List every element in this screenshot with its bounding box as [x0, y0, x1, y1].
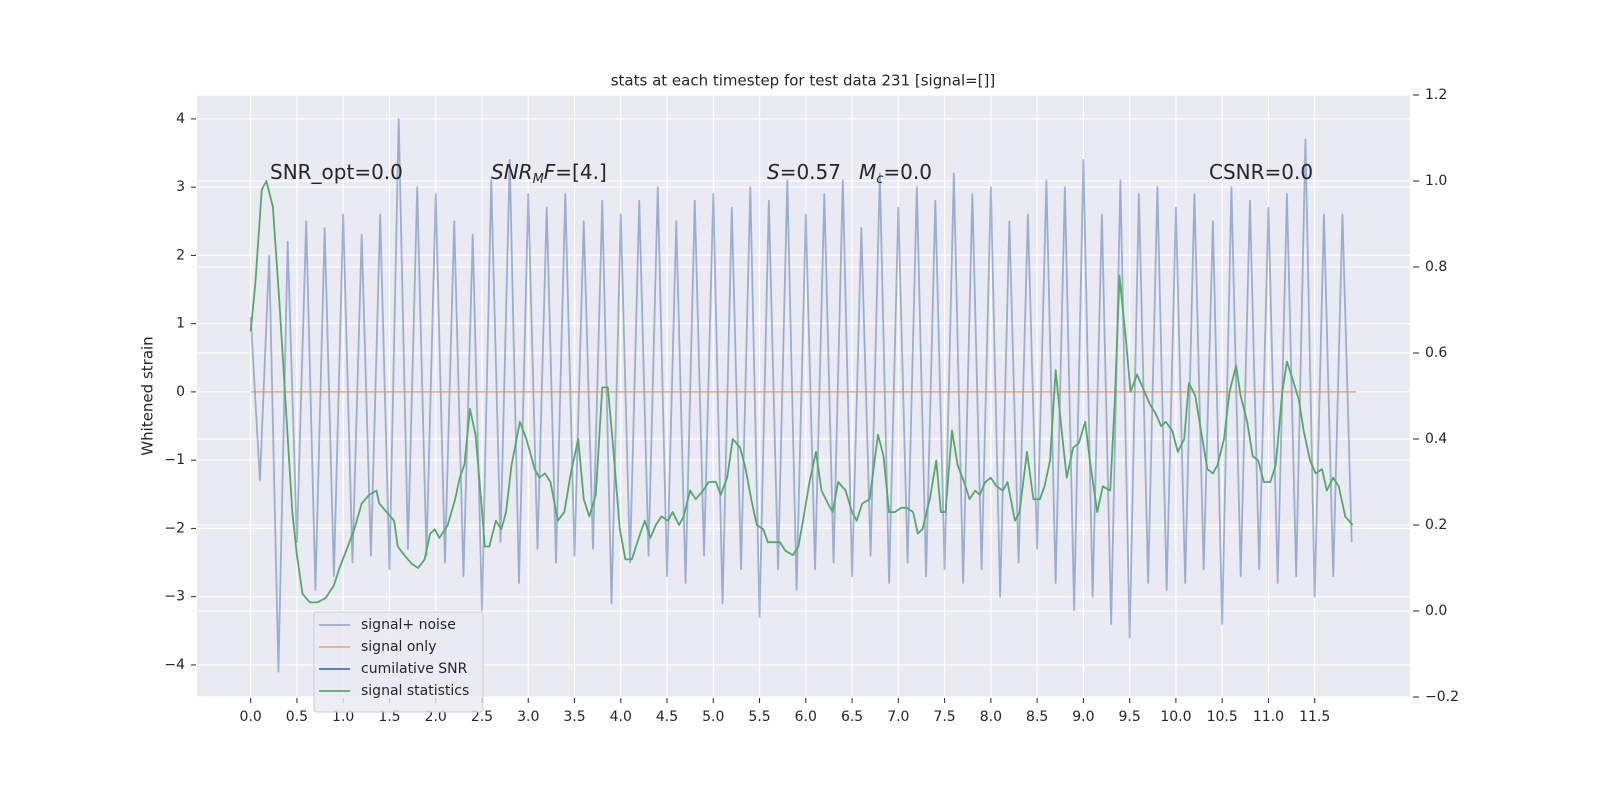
x-tick-label: 1.0 [332, 709, 354, 725]
x-tick-label: 1.5 [378, 709, 400, 725]
x-tick-label: 3.5 [563, 709, 585, 725]
annotation-part: F [544, 160, 556, 184]
annotation-part: SNR [491, 160, 533, 184]
y-tick-label: −2 [164, 520, 185, 536]
y2-tick-label: 1.0 [1425, 173, 1447, 189]
x-tick-label: 2.5 [471, 709, 493, 725]
annotation-part: M [533, 172, 544, 187]
x-tick-label: 3.0 [517, 709, 539, 725]
y2-tick-label: 0.4 [1425, 431, 1447, 447]
annotation-part: =0.57 [780, 160, 841, 184]
annotation: S=0.57 [767, 160, 841, 184]
annotation: Mc=0.0 [859, 160, 932, 187]
annotation: SNR_opt=0.0 [270, 160, 403, 184]
y-tick-label: 0 [176, 384, 185, 400]
annotation-part: c [876, 172, 883, 187]
x-tick-label: 7.5 [933, 709, 955, 725]
legend-label: signal only [361, 639, 436, 655]
y2-tick-label: −0.2 [1425, 689, 1459, 705]
annotation-part: M [859, 160, 876, 184]
plot-area [197, 95, 1410, 697]
y2-tick-label: 0.2 [1425, 517, 1447, 533]
y-tick-label: −3 [164, 589, 185, 605]
y2-tick-label: 0.0 [1425, 603, 1447, 619]
x-tick-label: 4.5 [656, 709, 678, 725]
y-tick-label: 1 [176, 316, 185, 332]
x-tick-label: 0.5 [286, 709, 308, 725]
series-line [249, 180, 1354, 604]
y-tick-label: 3 [176, 179, 185, 195]
x-tick-label: 9.0 [1072, 709, 1094, 725]
y2-tick-label: 0.8 [1425, 259, 1447, 275]
annotation-part: S [767, 160, 780, 184]
y-tick-label: −1 [164, 452, 185, 468]
chart-title: stats at each timestep for test data 231… [611, 72, 996, 90]
y-axis-label: Whitened strain [139, 336, 157, 455]
legend-label: signal+ noise [361, 617, 456, 633]
y2-tick-label: 1.2 [1425, 87, 1447, 103]
x-tick-label: 5.5 [748, 709, 770, 725]
x-tick-label: 11.5 [1299, 709, 1330, 725]
x-tick-label: 7.0 [887, 709, 909, 725]
x-tick-label: 6.0 [795, 709, 817, 725]
y-tick-label: −4 [164, 657, 185, 673]
x-tick-label: 10.0 [1160, 709, 1191, 725]
x-tick-label: 9.5 [1119, 709, 1141, 725]
legend-frame [313, 611, 484, 713]
x-tick-label: 8.0 [980, 709, 1002, 725]
x-tick-label: 8.5 [1026, 709, 1048, 725]
x-tick-label: 4.0 [610, 709, 632, 725]
legend-label: signal statistics [361, 683, 469, 699]
y-tick-label: 2 [176, 247, 185, 263]
annotation-part: SNR_opt=0.0 [270, 160, 403, 184]
x-tick-label: 5.0 [702, 709, 724, 725]
annotation: SNRMF=[4.] [491, 160, 607, 187]
annotation-part: CSNR=0.0 [1209, 160, 1313, 184]
y2-tick-label: 0.6 [1425, 345, 1447, 361]
annotation-part: =[4.] [555, 160, 606, 184]
annotation-part: =0.0 [883, 160, 932, 184]
x-tick-label: 2.0 [425, 709, 447, 725]
y-tick-label: 4 [176, 111, 185, 127]
x-tick-label: 10.5 [1207, 709, 1238, 725]
x-tick-label: 6.5 [841, 709, 863, 725]
series-line [249, 117, 1353, 673]
annotation: CSNR=0.0 [1209, 160, 1313, 184]
legend-label: cumilative SNR [361, 661, 468, 677]
x-tick-label: 0.0 [240, 709, 262, 725]
x-tick-label: 11.0 [1253, 709, 1284, 725]
